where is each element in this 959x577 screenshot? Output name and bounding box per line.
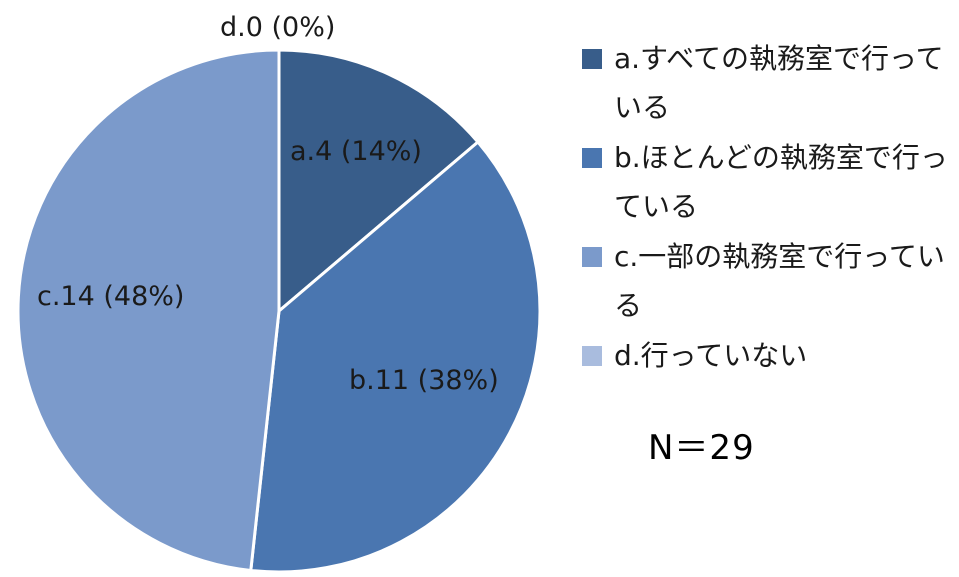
legend-item-b: b.ほとんどの執務室で行っている [582, 133, 952, 231]
slice-label-b: b.11 (38%) [349, 365, 499, 396]
slice-label-d: d.0 (0%) [220, 12, 335, 43]
legend-swatch-d [582, 346, 602, 366]
legend-swatch-a [582, 49, 602, 69]
pie-slice-c [16, 48, 281, 573]
pie-labels: a.4 (14%) b.11 (38%) c.14 (48%) d.0 (0%) [37, 12, 499, 396]
legend-item-d: d.行っていない [582, 331, 952, 380]
pie-slice-b [249, 139, 542, 574]
legend-label-b: b.ほとんどの執務室で行っている [614, 141, 948, 223]
legend-label-a: a.すべての執務室で行っている [614, 42, 944, 124]
legend-label-d: d.行っていない [614, 339, 808, 372]
legend-label-c: c.一部の執務室で行っている [614, 240, 945, 322]
pie-slices [16, 48, 542, 574]
sample-size-label: N＝29 [648, 428, 755, 468]
legend-item-a: a.すべての執務室で行っている [582, 34, 952, 132]
slice-label-c: c.14 (48%) [37, 281, 184, 312]
chart-legend: a.すべての執務室で行っている b.ほとんどの執務室で行っている c.一部の執務… [582, 34, 952, 381]
pie-slice-a [277, 48, 481, 315]
slice-label-a: a.4 (14%) [290, 136, 422, 167]
legend-item-c: c.一部の執務室で行っている [582, 232, 952, 330]
legend-swatch-c [582, 247, 602, 267]
legend-swatch-b [582, 148, 602, 168]
